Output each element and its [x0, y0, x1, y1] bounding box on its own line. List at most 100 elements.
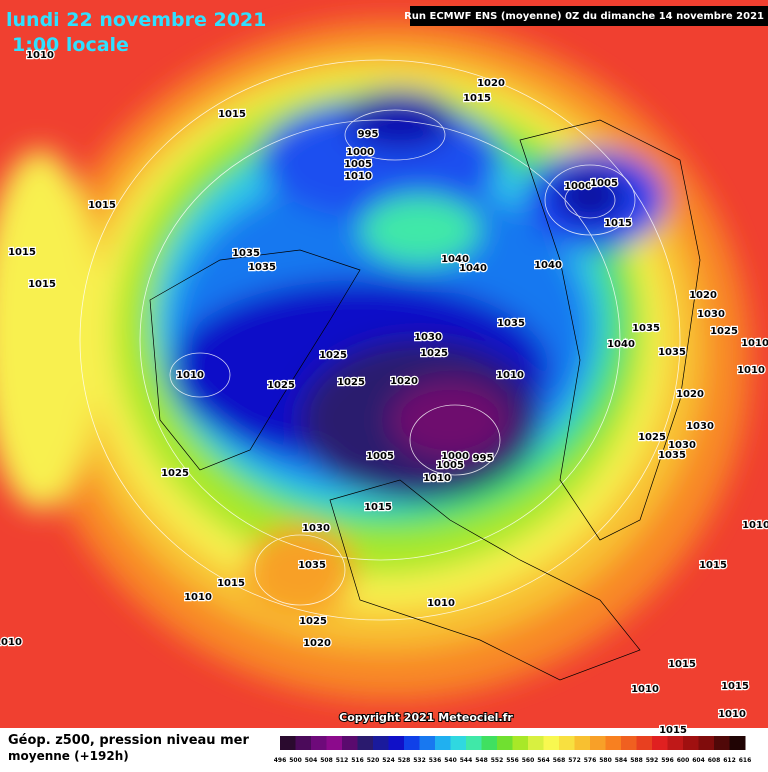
colorbar-tick-label: 560	[522, 757, 535, 764]
colorbar-tick-label: 612	[723, 757, 736, 764]
pressure-label: 1010	[427, 598, 455, 609]
colorbar-tick-label: 568	[553, 757, 566, 764]
pressure-label: 1010	[496, 370, 524, 381]
pressure-label: 1000	[441, 451, 469, 462]
pressure-label: 1005	[344, 159, 372, 170]
colorbar-tick-label: 580	[599, 757, 612, 764]
pressure-label: 1005	[590, 178, 618, 189]
pressure-label: 1010	[741, 338, 768, 349]
colorbar-cell	[466, 736, 482, 750]
pressure-label: 1025	[299, 616, 327, 627]
pressure-label: 1015	[604, 218, 632, 229]
colorbar-cell	[574, 736, 591, 750]
pressure-label: 1020	[303, 638, 331, 649]
pressure-label: 1010	[718, 709, 746, 720]
pressure-label: 1035	[658, 450, 686, 461]
pressure-label: 1015	[721, 681, 749, 692]
legend-subtitle: moyenne (+192h)	[8, 749, 129, 763]
pressure-label: 1030	[668, 440, 696, 451]
pressure-label: 1035	[658, 347, 686, 358]
colorbar-cell	[590, 736, 606, 750]
colorbar-tick-label: 604	[692, 757, 705, 764]
pressure-label: 1000	[564, 181, 592, 192]
colorbar-tick-label: 596	[661, 757, 674, 764]
pressure-label: 1035	[497, 318, 525, 329]
colorbar-cell	[311, 736, 327, 750]
colorbar-tick-label: 548	[475, 757, 488, 764]
pressure-labels: 1010101510201015995100010051010100010051…	[0, 49, 768, 738]
pressure-label: 1040	[441, 254, 469, 265]
colorbar-tick-label: 500	[289, 757, 302, 764]
colorbar-cell	[698, 736, 715, 750]
colorbar-cell	[652, 736, 668, 750]
colorbar-cell	[621, 736, 637, 750]
pressure-label: 1025	[710, 326, 738, 337]
pressure-label: 1035	[232, 248, 260, 259]
pressure-label: 1020	[390, 376, 418, 387]
pressure-label: 1010	[742, 520, 768, 531]
pressure-label: 1010	[344, 171, 372, 182]
colorbar-tick-label: 512	[336, 757, 349, 764]
colorbar-cell	[342, 736, 358, 750]
colorbar-tick-label: 528	[398, 757, 411, 764]
colorbar-cell	[605, 736, 622, 750]
pressure-label: 1020	[477, 78, 505, 89]
colorbar-cell	[295, 736, 312, 750]
colorbar-cell	[636, 736, 653, 750]
colorbar-tick-label: 564	[537, 757, 550, 764]
pressure-label: 1025	[420, 348, 448, 359]
pressure-label: 1015	[88, 200, 116, 211]
colorbar-tick-label: 524	[382, 757, 395, 764]
pressure-label: 1025	[267, 380, 295, 391]
pressure-label: 1030	[697, 309, 725, 320]
colorbar-cell	[559, 736, 575, 750]
pressure-label: 1005	[366, 451, 394, 462]
pressure-label: 1010	[737, 365, 765, 376]
run-box	[410, 6, 768, 26]
colorbar: 496 500 504 508 512 516 520 524 528 532 536 540 544 5…	[274, 736, 751, 764]
colorbar-cell	[497, 736, 513, 750]
colorbar-tick-label: 544	[460, 757, 473, 764]
pressure-label: 1035	[298, 560, 326, 571]
colorbar-tick-label: 572	[568, 757, 581, 764]
colorbar-tick-label: 588	[630, 757, 643, 764]
pressure-label: 1010	[423, 473, 451, 484]
pressure-label: 1000	[346, 147, 374, 158]
colorbar-cell	[729, 736, 746, 750]
pressure-label: 1040	[607, 339, 635, 350]
colorbar-cell	[404, 736, 420, 750]
colorbar-cell	[667, 736, 684, 750]
colorbar-tick-label: 608	[708, 757, 721, 764]
pressure-label: 1030	[414, 332, 442, 343]
colorbar-tick-label: 552	[491, 757, 504, 764]
map	[0, 0, 768, 728]
pressure-label: 1015	[28, 279, 56, 290]
colorbar-tick-label: 592	[646, 757, 659, 764]
colorbar-cell	[388, 736, 405, 750]
pressure-label: 1015	[8, 247, 36, 258]
time: 1:00 locale	[12, 34, 129, 56]
pressure-label: 1025	[337, 377, 365, 388]
pressure-label: 1010	[26, 50, 54, 61]
pressure-label: 995	[473, 453, 494, 464]
colorbar-tick-label: 584	[615, 757, 628, 764]
colorbar-cell	[450, 736, 467, 750]
pressure-label: 1030	[302, 523, 330, 534]
pressure-label: 1005	[436, 460, 464, 471]
pressure-label: 1010	[0, 637, 22, 648]
pressure-label: 1015	[364, 502, 392, 513]
colorbar-tick-label: 516	[351, 757, 364, 764]
colorbar-tick-label: 532	[413, 757, 426, 764]
legend-title: Géop. z500, pression niveau mer	[8, 733, 249, 748]
pressure-label: 1015	[463, 93, 491, 104]
colorbar-cell	[543, 736, 560, 750]
colorbar-cell	[481, 736, 498, 750]
pressure-label: 1025	[161, 468, 189, 479]
pressure-label: 1025	[319, 350, 347, 361]
colorbar-cell	[357, 736, 374, 750]
colorbar-cell	[714, 736, 730, 750]
pressure-label: 1015	[668, 659, 696, 670]
colorbar-cell	[683, 736, 699, 750]
colorbar-tick-label: 508	[320, 757, 333, 764]
colorbar-tick-label: 536	[429, 757, 442, 764]
